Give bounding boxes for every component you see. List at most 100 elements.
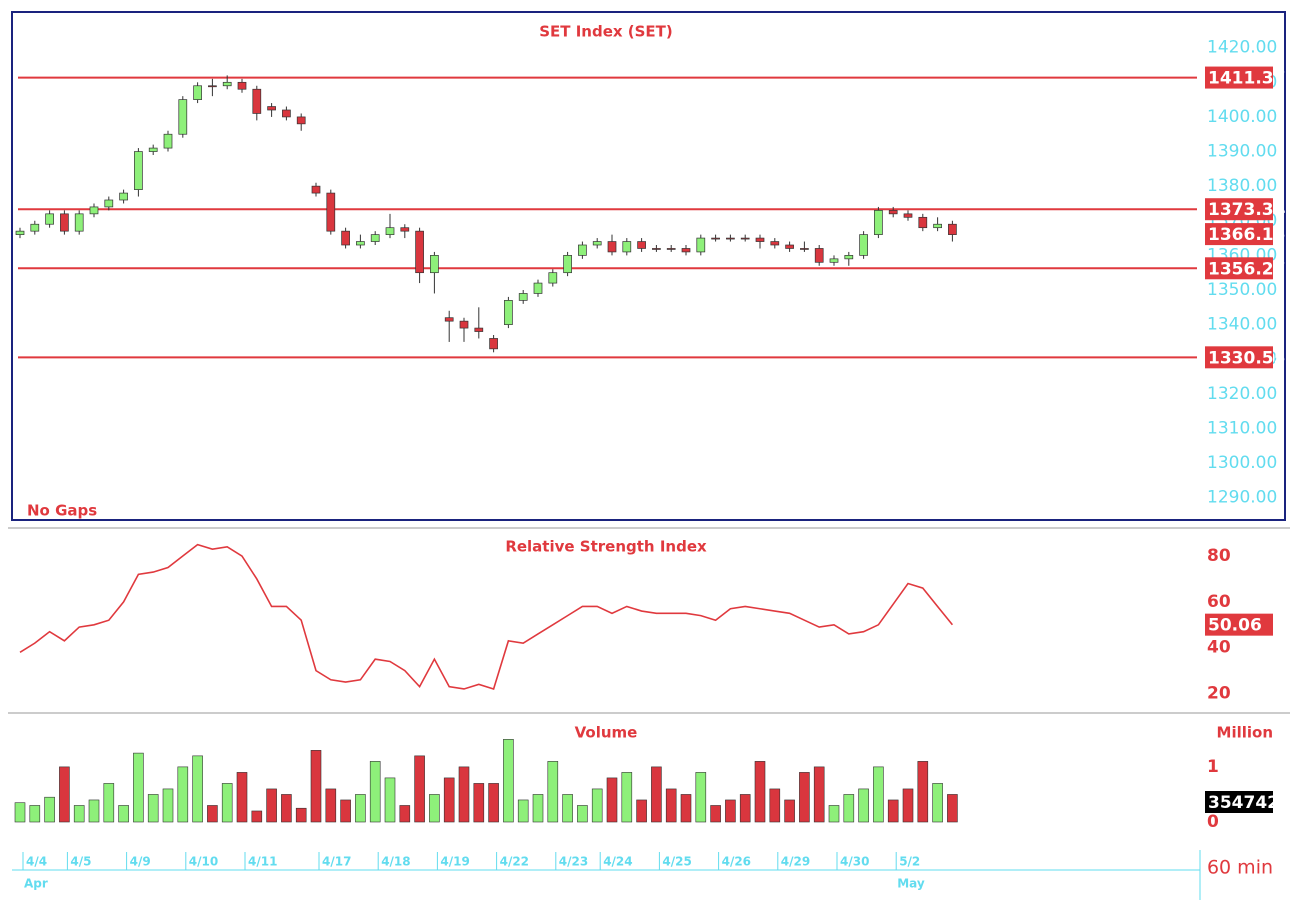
volume-current-box — [1205, 791, 1273, 813]
volume-bar — [44, 796, 55, 823]
volume-bar — [784, 799, 795, 823]
y-tick-label: 80 — [1207, 546, 1231, 566]
rsi-current: 50.06 — [1208, 616, 1262, 636]
volume-bar — [325, 788, 337, 823]
candle-body — [711, 237, 720, 240]
volume-bar — [739, 794, 751, 823]
candle-body — [903, 213, 913, 218]
volume-bar — [177, 766, 189, 823]
volume-bar — [606, 777, 618, 823]
volume-bar — [118, 805, 129, 823]
y-tick-label: 1350.00 — [1207, 280, 1277, 300]
level-label: 1373.34 — [1208, 200, 1286, 220]
volume-bar — [59, 766, 70, 823]
candle-body — [356, 241, 365, 246]
candle-body — [193, 85, 202, 100]
volume-bar — [147, 794, 159, 823]
x-tick-label: 4/26 — [722, 855, 751, 869]
candle-body — [430, 255, 439, 274]
volume-bar — [162, 788, 174, 823]
volume-bar — [858, 788, 869, 823]
candle-body — [370, 234, 380, 242]
candle-body — [533, 282, 543, 294]
volume-bar — [902, 788, 914, 823]
candle-body — [163, 133, 173, 149]
rsi-title: Relative Strength Index — [505, 538, 707, 556]
volume-unit: Million — [1217, 724, 1273, 742]
candle-body — [696, 237, 706, 253]
volume-bar — [532, 794, 544, 823]
candle-body — [60, 213, 69, 232]
volume-bar — [562, 794, 573, 823]
chart-title: SET Index (SET) — [539, 23, 673, 41]
x-tick-label: 4/5 — [70, 855, 91, 869]
volume-bar — [369, 761, 381, 823]
candle-body — [933, 223, 942, 229]
candle-body — [45, 213, 54, 225]
candle-body — [755, 237, 765, 242]
candle-body — [740, 237, 750, 240]
candle-body — [518, 293, 528, 301]
candle-body — [918, 216, 928, 229]
candle-body — [948, 223, 957, 235]
volume-bar — [799, 772, 810, 823]
candle-body — [622, 241, 632, 253]
volume-bar — [591, 788, 603, 823]
volume-bar — [207, 805, 218, 823]
candle-body — [592, 241, 602, 246]
volume-bar — [29, 805, 41, 823]
candle-body — [829, 258, 839, 263]
volume-bar — [621, 772, 633, 823]
candle-body — [148, 147, 158, 152]
candle-body — [311, 185, 321, 194]
x-tick-label: 4/29 — [781, 855, 810, 869]
volume-bar — [458, 766, 470, 823]
volume-bar — [103, 783, 115, 823]
volume-bar — [917, 761, 929, 823]
candle-body — [474, 327, 484, 332]
candle-body — [326, 192, 336, 232]
candle-body — [578, 244, 587, 256]
y-tick-label: 60 — [1207, 592, 1231, 612]
volume-bar — [503, 739, 514, 823]
candle-body — [385, 227, 395, 235]
x-tick-label: 4/25 — [662, 855, 691, 869]
volume-bar — [680, 794, 692, 823]
price-panel — [11, 11, 1286, 521]
candle-body — [296, 116, 306, 125]
y-tick-label: 1320.00 — [1207, 384, 1277, 404]
candle-body — [252, 88, 262, 114]
candle-body — [267, 106, 276, 111]
candle-body — [15, 230, 25, 235]
volume-bar — [399, 805, 411, 823]
candle-body — [563, 255, 572, 274]
candle-body — [844, 255, 854, 260]
y-tick-label: 20 — [1207, 684, 1231, 704]
candle-body — [548, 272, 558, 284]
volume-bar — [355, 794, 366, 823]
y-tick-label: 1380.00 — [1207, 176, 1277, 196]
x-tick-label: 4/23 — [559, 855, 588, 869]
candle-body — [888, 210, 898, 215]
candle-body — [444, 317, 454, 322]
candle-body — [785, 244, 794, 249]
volume-bar — [754, 761, 766, 823]
level-label: 1356.27 — [1208, 259, 1285, 279]
volume-bar — [577, 805, 588, 823]
volume-bar — [310, 750, 322, 823]
candle-body — [282, 109, 291, 118]
candle-body — [119, 192, 128, 201]
volume-bar — [665, 788, 677, 823]
y-tick-label: 1 — [1207, 757, 1219, 777]
level-label-box — [1205, 346, 1273, 369]
volume-bar — [488, 783, 499, 823]
x-tick-label: 4/4 — [26, 855, 47, 869]
x-tick-label: 4/10 — [189, 855, 218, 869]
interval: 60 min — [1207, 857, 1273, 879]
volume-bar — [236, 772, 248, 823]
candle-body — [415, 230, 424, 274]
last-price-box — [1205, 223, 1273, 246]
y-tick-label: 0 — [1207, 812, 1219, 832]
candle-body — [222, 81, 232, 87]
candle-body — [104, 199, 114, 208]
